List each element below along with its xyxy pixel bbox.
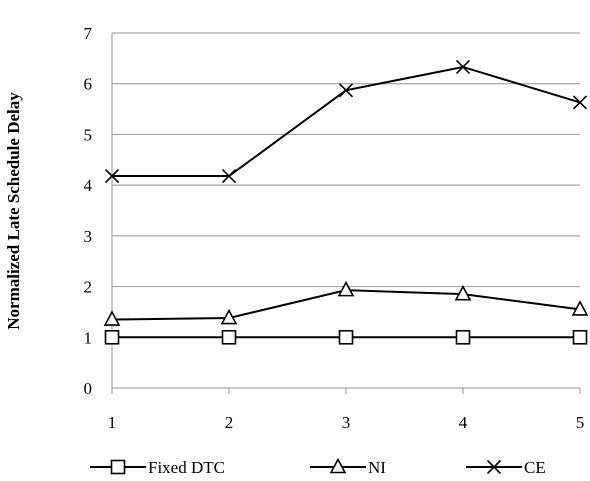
legend-marker-ni xyxy=(329,457,347,474)
legend-entry-ce: CE xyxy=(466,458,546,477)
gridlines xyxy=(112,32,580,338)
x-tick-label: 1 xyxy=(108,413,117,432)
data-point-fixed-dtc xyxy=(455,329,471,345)
data-point-ce xyxy=(104,168,120,184)
y-tick-label: 3 xyxy=(84,227,93,246)
legend-entry-ni: NI xyxy=(310,457,386,477)
legend-marker-fixed-dtc xyxy=(110,459,126,475)
x-tick-label: 2 xyxy=(225,413,234,432)
series-ni xyxy=(103,280,589,326)
x-tick-label: 5 xyxy=(576,413,585,432)
y-tick-label: 1 xyxy=(84,328,93,347)
legend-entry-fixed-dtc: Fixed DTC xyxy=(90,458,225,477)
data-point-fixed-dtc xyxy=(338,329,354,345)
data-point-ni xyxy=(103,310,121,326)
y-tick-label: 2 xyxy=(84,278,93,297)
data-point-ce xyxy=(221,168,237,184)
legend-marker-ce xyxy=(486,459,502,475)
data-point-ce xyxy=(338,83,354,98)
data-point-fixed-dtc xyxy=(221,329,237,345)
x-tick-label: 4 xyxy=(459,413,468,432)
data-point-fixed-dtc xyxy=(572,329,588,345)
y-tick-label: 7 xyxy=(84,24,93,43)
series-fixed-dtc xyxy=(104,329,588,345)
y-tick-label: 4 xyxy=(84,176,93,195)
data-point-ni xyxy=(571,300,589,316)
data-point-ce xyxy=(455,59,471,75)
y-tick-label: 5 xyxy=(84,125,93,144)
data-point-ni xyxy=(454,284,472,301)
legend: Fixed DTC NI CE xyxy=(90,457,546,477)
data-point-fixed-dtc xyxy=(104,329,120,345)
data-point-ni xyxy=(220,308,238,325)
legend-label: CE xyxy=(524,458,546,477)
legend-label: NI xyxy=(368,458,386,477)
y-tick-label: 6 xyxy=(84,75,93,94)
series-ce xyxy=(104,59,588,184)
series xyxy=(103,59,589,345)
legend-label: Fixed DTC xyxy=(148,458,225,477)
y-axis-title: Normalized Late Schedule Delay xyxy=(4,92,23,330)
y-tick-label: 0 xyxy=(84,379,93,398)
data-point-ce xyxy=(572,95,588,110)
data-point-ni xyxy=(337,280,355,297)
x-tick-label: 3 xyxy=(342,413,351,432)
